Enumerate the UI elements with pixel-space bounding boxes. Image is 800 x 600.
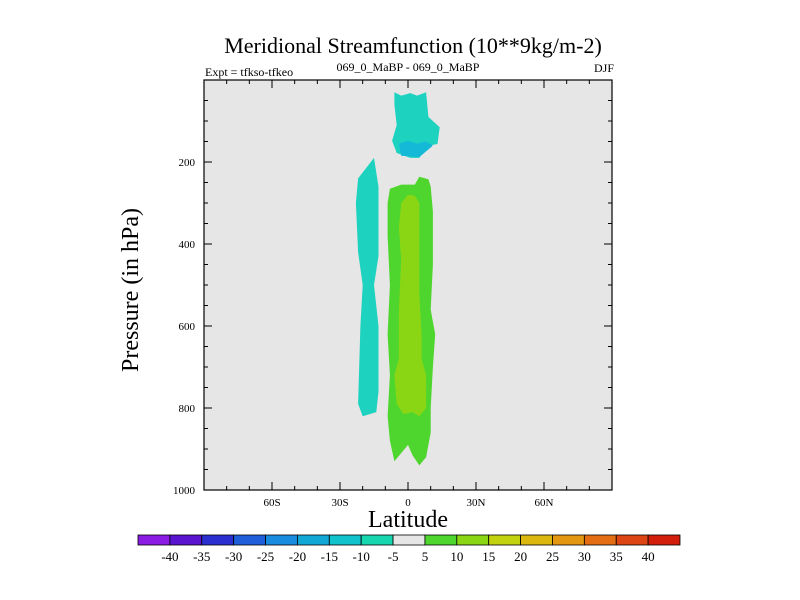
x-tick-label: 60S <box>263 497 280 509</box>
colorbar: -40 -35 -30 -25 -20 -15 -10 -5 5 10 15 20 25 30 35 40 <box>137 534 681 564</box>
colorbar-swatch <box>297 534 330 546</box>
colorbar-label: 35 <box>610 549 623 564</box>
colorbar-swatch <box>169 534 203 546</box>
colorbar-label: 15 <box>482 549 495 564</box>
season-label: DJF <box>594 61 614 75</box>
colorbar-label: -30 <box>225 549 242 564</box>
colorbar-label: 10 <box>450 549 463 564</box>
colorbar-label: 30 <box>578 549 591 564</box>
colorbar-swatch <box>328 534 362 546</box>
colorbar-swatch <box>456 534 490 546</box>
colorbar-label: -35 <box>193 549 210 564</box>
colorbar-swatch <box>647 534 681 546</box>
colorbar-label: 40 <box>642 549 655 564</box>
colorbar-label: 25 <box>546 549 559 564</box>
colorbar-swatch <box>615 534 649 546</box>
colorbar-label: 5 <box>422 549 429 564</box>
colorbar-label: -10 <box>353 549 370 564</box>
colorbar-label: -25 <box>257 549 274 564</box>
contour-region-negative-cell-upper-core <box>398 140 433 158</box>
x-tick-label: 30N <box>467 497 486 509</box>
y-tick-label: 400 <box>179 239 196 251</box>
colorbar-swatch <box>233 534 266 546</box>
contour-region-positive-cell-core <box>394 194 427 417</box>
contour-regions <box>355 92 440 466</box>
colorbar-swatch <box>552 534 585 546</box>
colorbar-label: 20 <box>514 549 527 564</box>
colorbar-label: -20 <box>289 549 306 564</box>
colorbar-swatch <box>488 534 521 546</box>
y-tick-label: 800 <box>179 403 196 415</box>
colorbar-label: -5 <box>388 549 399 564</box>
colorbar-swatch <box>583 534 617 546</box>
x-tick-label: 60N <box>535 497 554 509</box>
experiment-label: Expt = tfkso-tfkeo <box>205 65 293 79</box>
colorbar-swatch <box>392 534 426 546</box>
colorbar-swatch <box>201 534 235 546</box>
contour-region-negative-cell-subtropical <box>355 157 379 417</box>
x-axis-title: Latitude <box>368 507 448 533</box>
contour-region-negative-cell-upper <box>392 92 440 158</box>
y-tick-label: 600 <box>179 321 196 333</box>
colorbar-swatch <box>424 534 458 546</box>
colorbar-swatch <box>360 534 394 546</box>
colorbar-swatch <box>520 534 553 546</box>
colorbar-label: -15 <box>321 549 338 564</box>
y-tick-label: 1000 <box>173 485 196 497</box>
center-subtitle: 069_0_MaBP - 069_0_MaBP <box>337 60 480 74</box>
colorbar-label: -40 <box>161 549 178 564</box>
colorbar-swatch <box>265 534 298 546</box>
axis-ticks: 60S 30S 0 30N 60N 200 400 600 800 1000 <box>173 80 613 509</box>
colorbar-swatch <box>137 534 171 546</box>
x-tick-label: 30S <box>331 497 348 509</box>
chart-title: Meridional Streamfunction (10**9kg/m-2) <box>224 33 602 58</box>
x-tick-label: 0 <box>405 497 411 509</box>
y-tick-label: 200 <box>179 157 196 169</box>
y-axis-title: Pressure (in hPa) <box>118 208 144 372</box>
